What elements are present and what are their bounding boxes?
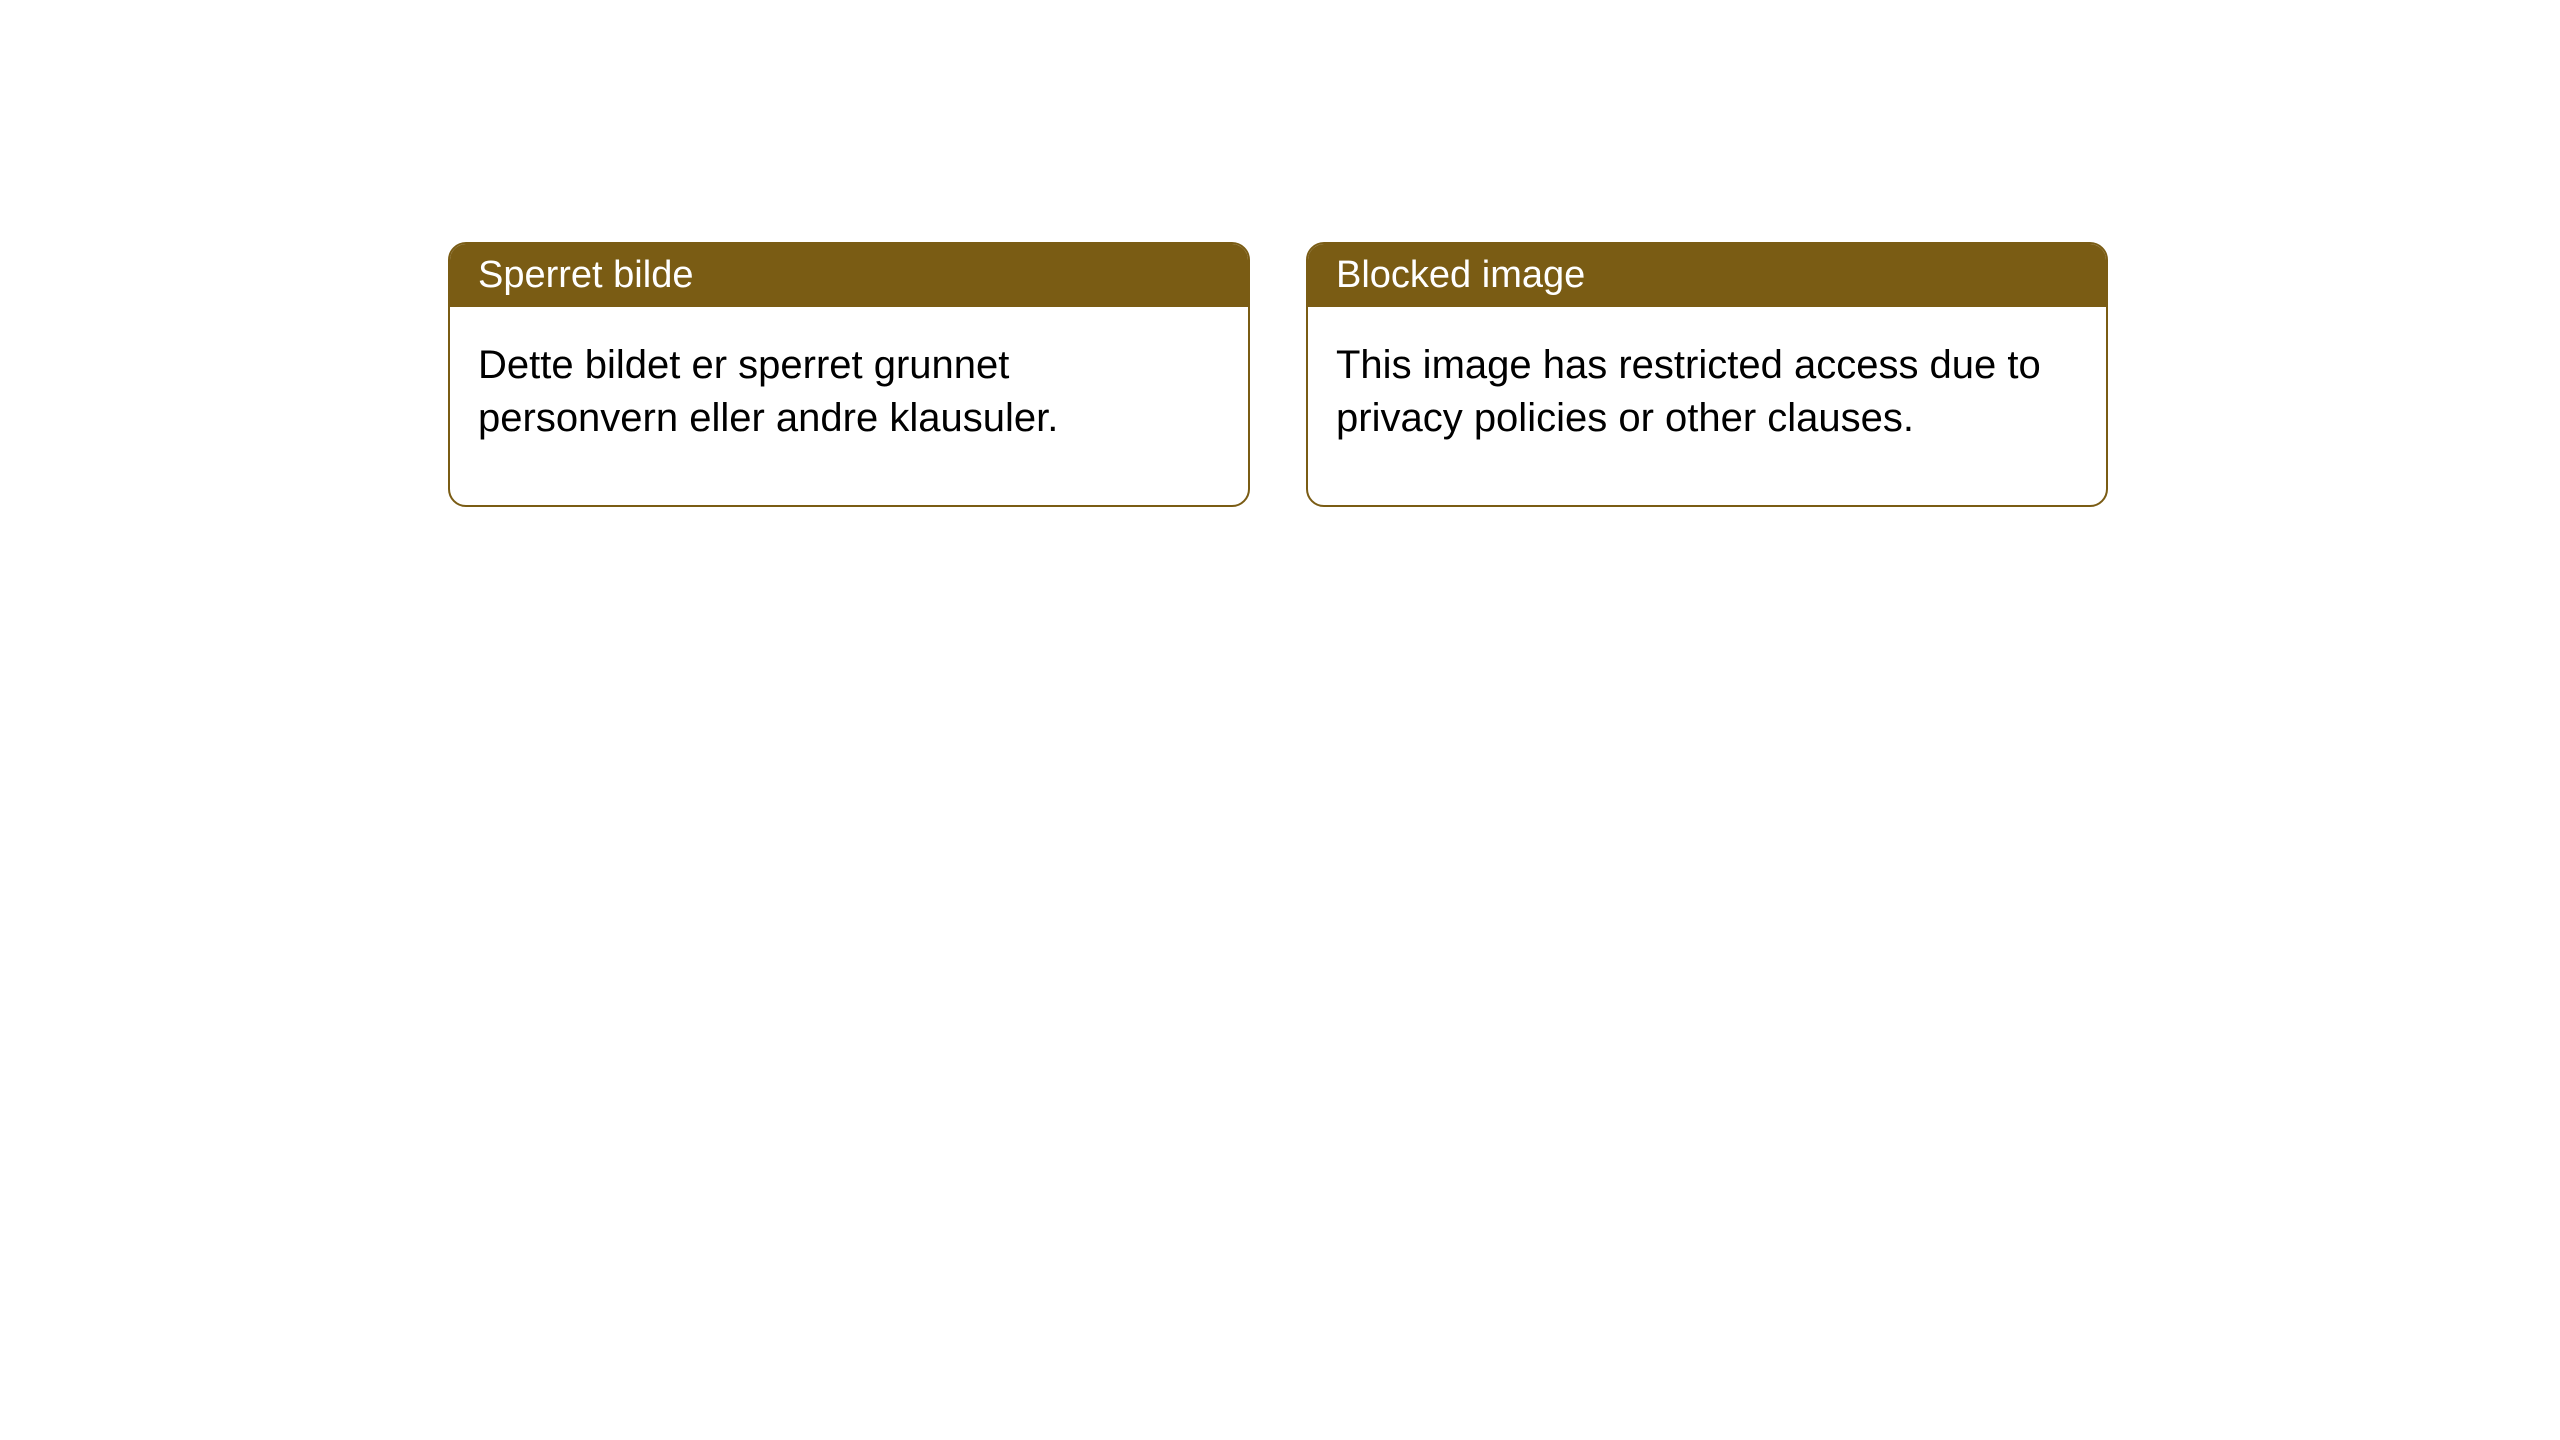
notice-body: This image has restricted access due to …: [1308, 307, 2106, 505]
notice-body-text: This image has restricted access due to …: [1336, 343, 2041, 440]
notice-body-text: Dette bildet er sperret grunnet personve…: [478, 343, 1058, 440]
notice-header: Sperret bilde: [450, 244, 1248, 307]
notice-box-norwegian: Sperret bilde Dette bildet er sperret gr…: [448, 242, 1250, 507]
notice-box-english: Blocked image This image has restricted …: [1306, 242, 2108, 507]
notice-body: Dette bildet er sperret grunnet personve…: [450, 307, 1248, 505]
notice-title: Blocked image: [1336, 254, 1585, 296]
notice-header: Blocked image: [1308, 244, 2106, 307]
notice-title: Sperret bilde: [478, 254, 693, 296]
notice-container: Sperret bilde Dette bildet er sperret gr…: [448, 242, 2108, 507]
